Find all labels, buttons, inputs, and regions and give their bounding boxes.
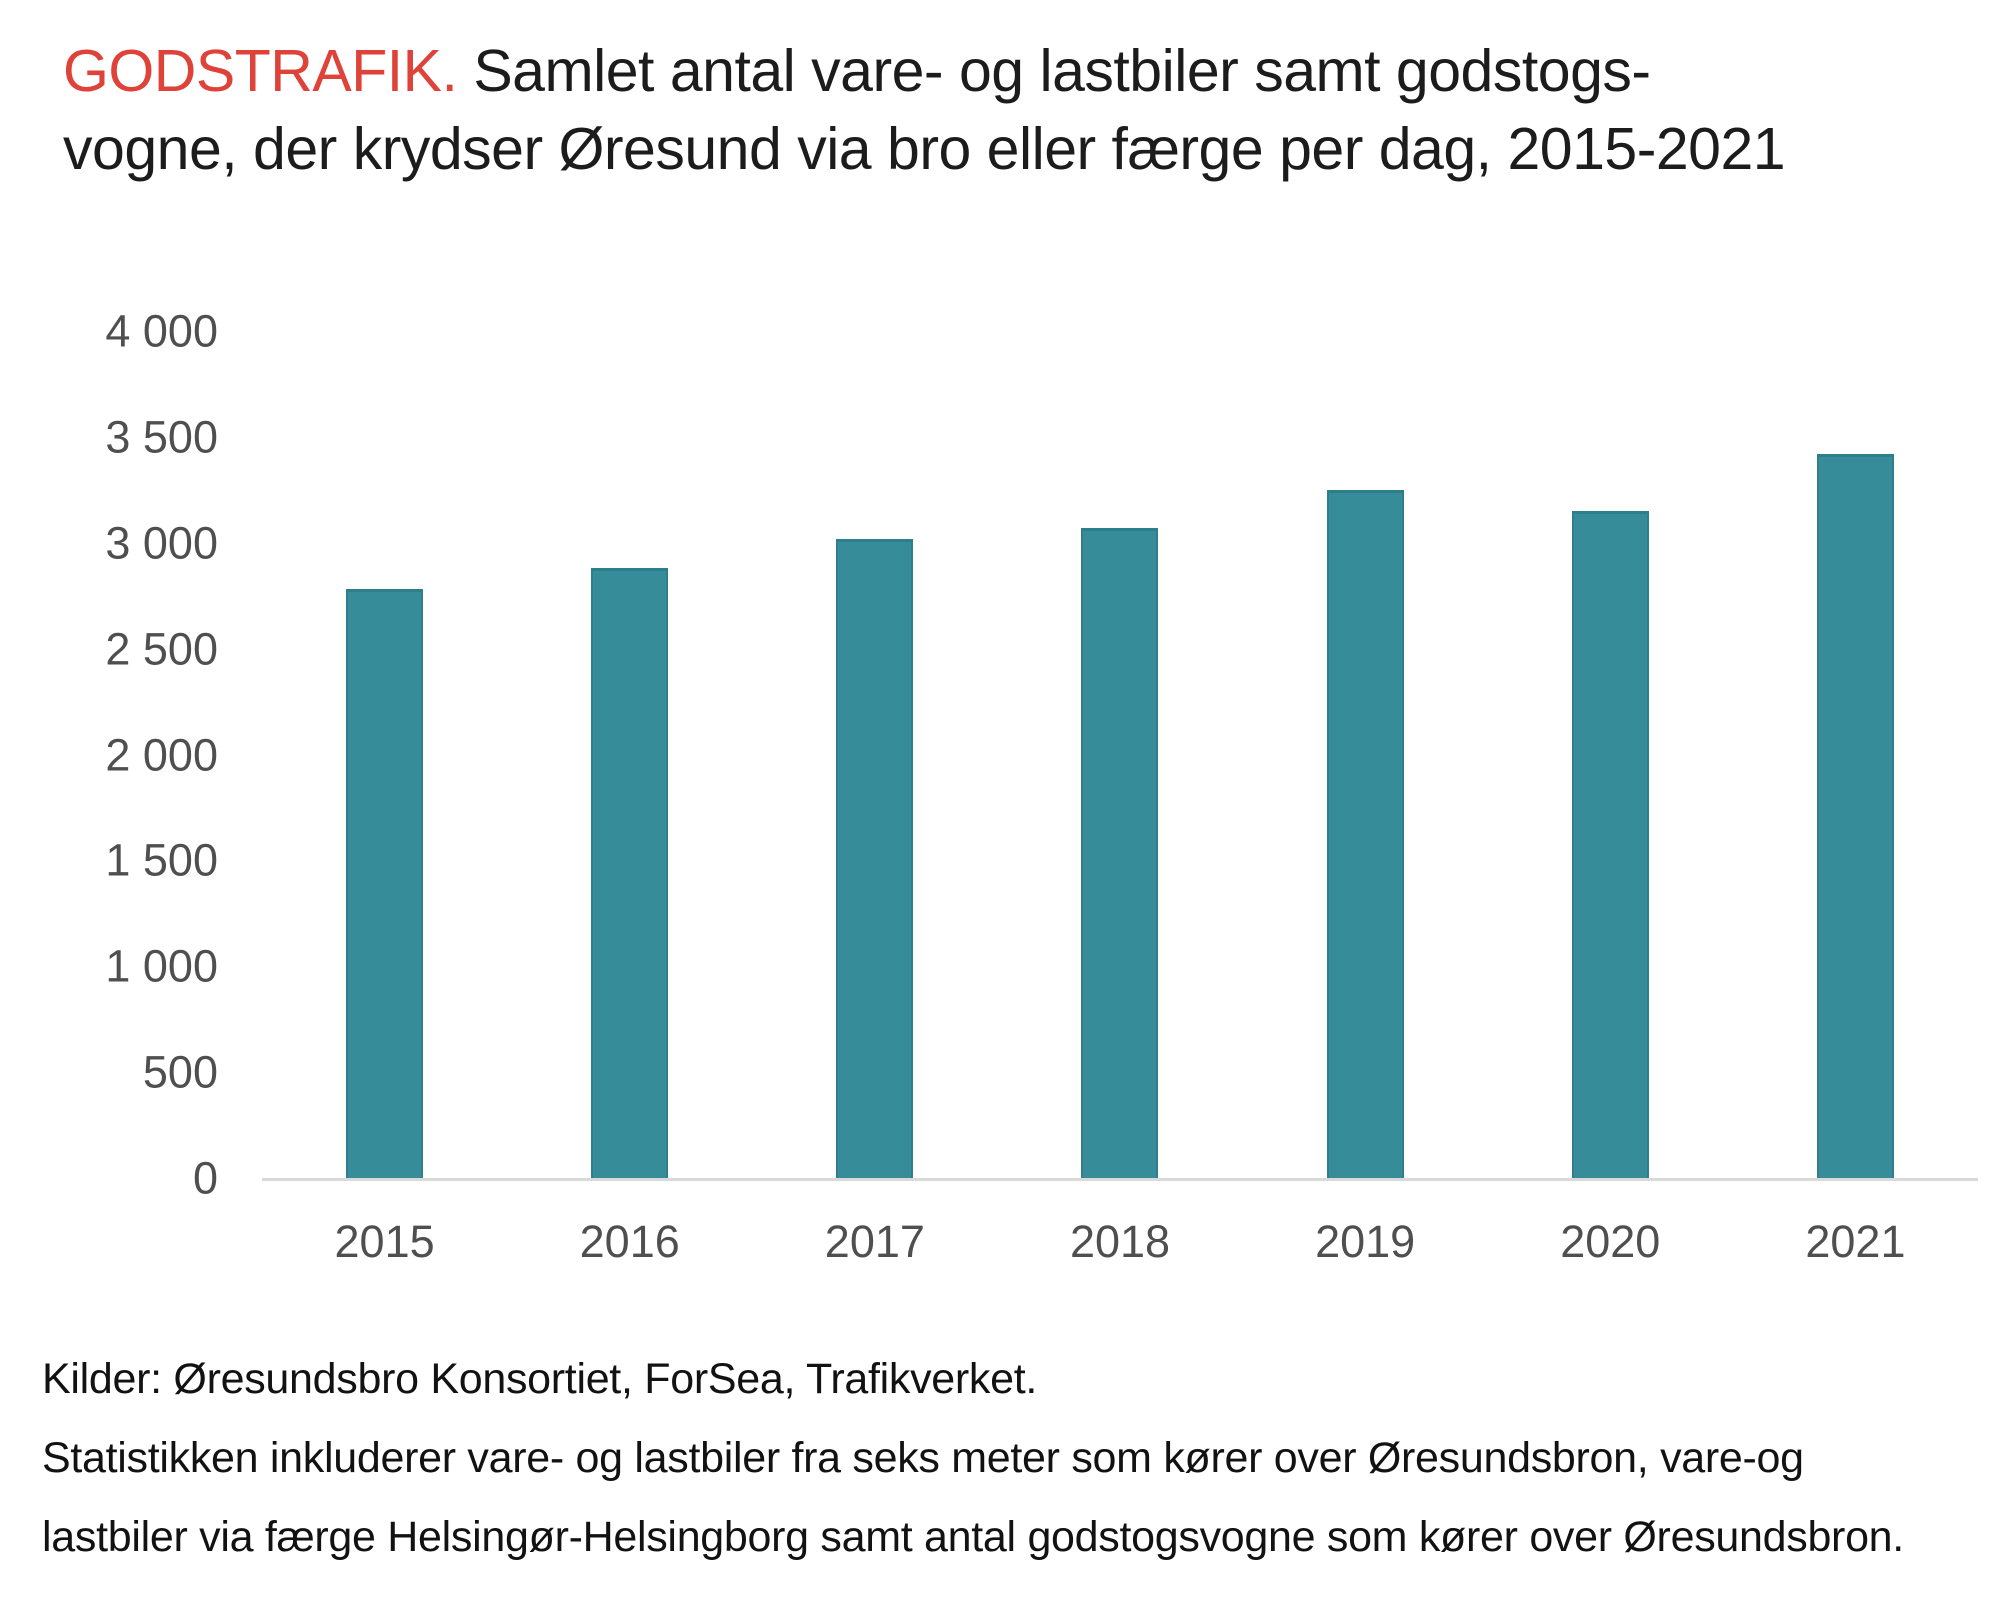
x-axis-label-2020: 2020	[1560, 1216, 1661, 1267]
bar-2017	[836, 538, 914, 1178]
title-kicker: GODSTRAFIK.	[63, 38, 458, 104]
x-axis-label-2016: 2016	[579, 1216, 680, 1267]
y-axis-tick-labels: 0 500 1 000 1 500 2 000 2 500 3 000 3 500 4 000	[40, 309, 218, 1201]
bar-2020	[1571, 511, 1649, 1178]
x-axis-labels: 2015 2016 2017 2018 2019 2020 2021	[262, 1216, 1978, 1268]
title-line-1: GODSTRAFIK. Samlet antal vare- og lastbi…	[63, 32, 1943, 110]
x-axis-label-2017: 2017	[824, 1216, 925, 1267]
bar-slot-2018	[997, 331, 1242, 1178]
y-axis-tick-0: 0	[192, 1152, 218, 1204]
y-axis-tick-3000: 3 000	[105, 517, 218, 569]
source-note: Kilder: Øresundsbro Konsortiet, ForSea, …	[42, 1340, 1972, 1577]
x-axis-label-2019: 2019	[1315, 1216, 1416, 1267]
chart-title: GODSTRAFIK. Samlet antal vare- og lastbi…	[63, 32, 1943, 188]
y-axis-tick-1000: 1 000	[105, 940, 218, 992]
title-line-2: vogne, der krydser Øresund via bro eller…	[63, 116, 1786, 182]
bar-slot-2017	[752, 331, 997, 1178]
y-axis-tick-2000: 2 000	[105, 729, 218, 780]
x-axis-label-2015: 2015	[334, 1216, 435, 1267]
note-line-1: Statistikken inkluderer vare- og lastbil…	[42, 1434, 1804, 1482]
bar-2021	[1816, 453, 1894, 1178]
bar-slot-2015	[262, 331, 507, 1178]
title-line-1-text: Samlet antal vare- og lastbiler samt god…	[457, 38, 1651, 104]
bar-slot-2016	[507, 331, 752, 1178]
bar-slot-2020	[1488, 331, 1733, 1178]
bar-2016	[591, 568, 669, 1178]
y-axis-tick-3500: 3 500	[105, 411, 218, 463]
plot-area	[262, 331, 1978, 1181]
y-axis-tick-500: 500	[142, 1046, 218, 1098]
bar-2018	[1081, 527, 1159, 1178]
bar-2015	[346, 589, 424, 1178]
x-axis-label-2018: 2018	[1069, 1216, 1171, 1267]
bar-slot-2019	[1243, 331, 1488, 1178]
y-axis-tick-1500: 1 500	[105, 834, 218, 886]
bar-slot-2021	[1733, 331, 1978, 1178]
y-axis-tick-4000: 4 000	[105, 305, 218, 357]
bar-2019	[1326, 489, 1404, 1178]
source-line: Kilder: Øresundsbro Konsortiet, ForSea, …	[42, 1355, 1038, 1403]
y-axis-tick-2500: 2 500	[105, 623, 218, 675]
note-line-2: lastbiler via færge Helsingør-Helsingbor…	[42, 1513, 1904, 1561]
x-axis-label-2021: 2021	[1805, 1216, 1906, 1267]
